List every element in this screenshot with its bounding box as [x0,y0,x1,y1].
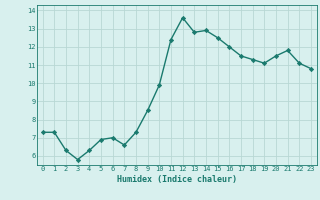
X-axis label: Humidex (Indice chaleur): Humidex (Indice chaleur) [117,175,237,184]
